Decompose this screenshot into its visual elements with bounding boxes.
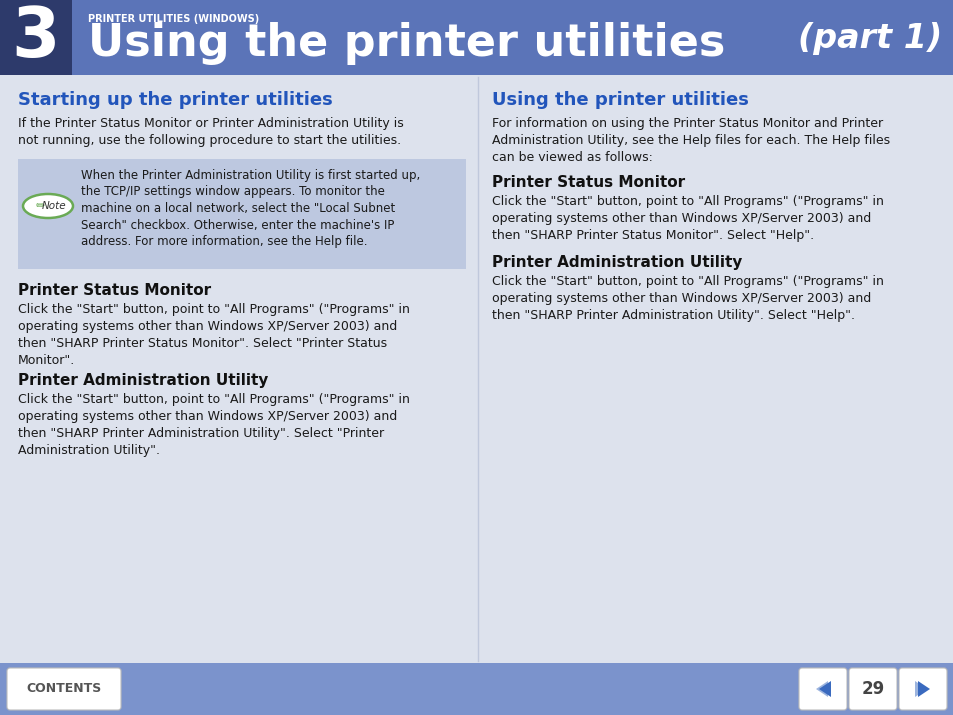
Text: Click the "Start" button, point to "All Programs" ("Programs" in
operating syste: Click the "Start" button, point to "All … (492, 195, 882, 242)
Text: (part 1): (part 1) (797, 22, 941, 55)
Bar (0, 0, 71, 75)
FancyBboxPatch shape (898, 668, 946, 710)
Text: 3: 3 (11, 4, 60, 71)
Text: Click the "Start" button, point to "All Programs" ("Programs" in
operating syste: Click the "Start" button, point to "All … (492, 275, 882, 322)
Text: CONTENTS: CONTENTS (27, 683, 102, 696)
Polygon shape (818, 681, 830, 697)
Text: Printer Status Monitor: Printer Status Monitor (18, 283, 211, 298)
Text: Starting up the printer utilities: Starting up the printer utilities (18, 91, 333, 109)
Text: 29: 29 (861, 680, 883, 698)
FancyBboxPatch shape (7, 668, 121, 710)
Bar (0, 663, 953, 715)
Polygon shape (917, 681, 929, 697)
Text: When the Printer Administration Utility is first started up,
the TCP/IP settings: When the Printer Administration Utility … (81, 169, 420, 248)
Polygon shape (815, 681, 827, 697)
Text: ✏: ✏ (35, 201, 45, 211)
Ellipse shape (23, 194, 73, 218)
Text: Click the "Start" button, point to "All Programs" ("Programs" in
operating syste: Click the "Start" button, point to "All … (18, 393, 410, 457)
FancyBboxPatch shape (848, 668, 896, 710)
Text: Printer Status Monitor: Printer Status Monitor (492, 175, 684, 190)
Text: Printer Administration Utility: Printer Administration Utility (492, 255, 741, 270)
Text: Using the printer utilities: Using the printer utilities (492, 91, 748, 109)
Polygon shape (914, 681, 926, 697)
Text: Printer Administration Utility: Printer Administration Utility (18, 373, 268, 388)
Text: Using the printer utilities: Using the printer utilities (88, 22, 724, 65)
Text: Click the "Start" button, point to "All Programs" ("Programs" in
operating syste: Click the "Start" button, point to "All … (18, 303, 410, 367)
Bar (18, 159, 465, 269)
Text: If the Printer Status Monitor or Printer Administration Utility is
not running, : If the Printer Status Monitor or Printer… (18, 117, 403, 147)
Bar (71, 0, 953, 75)
FancyBboxPatch shape (799, 668, 846, 710)
Text: Note: Note (42, 201, 67, 211)
Text: For information on using the Printer Status Monitor and Printer
Administration U: For information on using the Printer Sta… (492, 117, 889, 164)
Text: PRINTER UTILITIES (WINDOWS): PRINTER UTILITIES (WINDOWS) (88, 14, 259, 24)
